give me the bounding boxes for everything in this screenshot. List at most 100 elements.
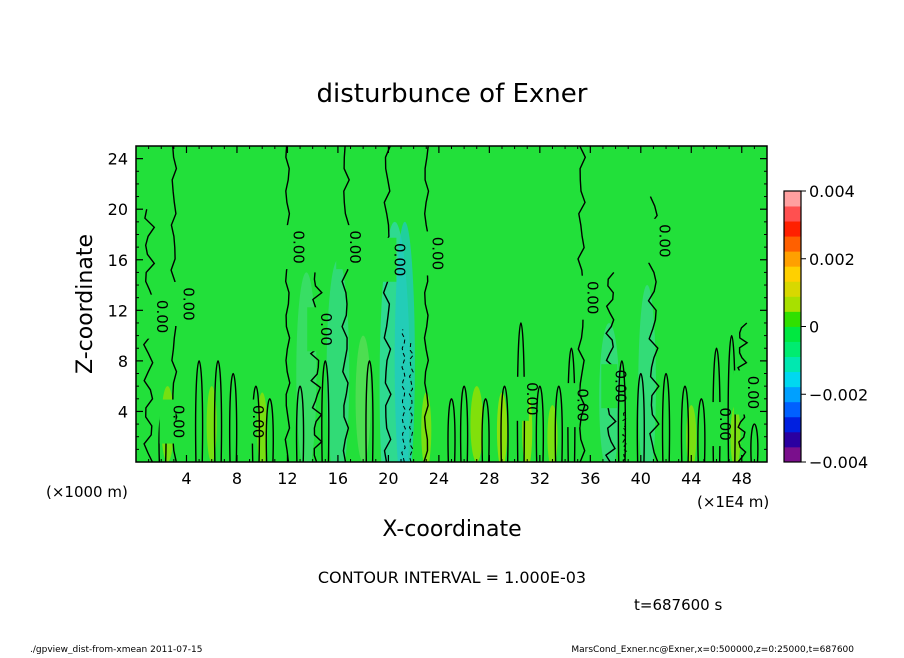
contour-loop bbox=[697, 398, 706, 462]
contour-label: 0.00 bbox=[744, 376, 762, 409]
negative-contour bbox=[408, 341, 415, 462]
contour-loop bbox=[228, 372, 238, 462]
contour-line bbox=[309, 272, 323, 462]
colorbar-swatch bbox=[784, 356, 801, 373]
contour-line bbox=[423, 146, 430, 462]
contour-loop bbox=[481, 398, 490, 462]
x-axis-ticks: 4 8 12 16 20 24 28 32 36 40 44 48 bbox=[148, 146, 755, 488]
contour-loop bbox=[500, 385, 509, 462]
colorbar-tick-label: −0.004 bbox=[809, 453, 868, 472]
contour-loop bbox=[213, 360, 223, 462]
contour-label: 0.00 bbox=[573, 388, 591, 421]
contour-line bbox=[382, 146, 392, 462]
colorbar-ticks: 0.004 0.002 0 −0.002 −0.004 bbox=[801, 182, 868, 472]
contour-label: 0.00 bbox=[249, 405, 267, 438]
contour-label: 0.00 bbox=[611, 369, 629, 402]
contour-line bbox=[284, 146, 291, 462]
colorbar-swatch bbox=[784, 206, 801, 222]
x-tick-label: 44 bbox=[681, 469, 701, 488]
contour-label-bg bbox=[380, 237, 397, 282]
contour-loop bbox=[321, 360, 330, 462]
contour-loop bbox=[265, 398, 274, 462]
negative-contour bbox=[621, 411, 628, 462]
x-tick-label: 36 bbox=[580, 469, 600, 488]
y-tick-label: 16 bbox=[108, 251, 128, 270]
contour-label-bg bbox=[239, 399, 256, 444]
x-tick-label: 16 bbox=[328, 469, 348, 488]
contour-loop bbox=[295, 385, 305, 462]
y-axis-ticks: 4 8 12 16 20 24 bbox=[108, 150, 767, 450]
contour-loop bbox=[447, 398, 456, 462]
contour-label: 0.00 bbox=[428, 237, 446, 270]
contour-loop bbox=[365, 360, 374, 462]
shading-blob bbox=[496, 392, 508, 462]
contour-loop bbox=[459, 385, 469, 462]
colorbar-swatch bbox=[784, 221, 801, 237]
colorbar-tick-label: 0.002 bbox=[809, 250, 855, 269]
contour-loop bbox=[554, 385, 563, 462]
contour-label: 0.00 bbox=[317, 313, 335, 346]
contour-label: 0.00 bbox=[346, 230, 364, 263]
time-label: t=687600 s bbox=[634, 596, 722, 614]
colorbar bbox=[783, 190, 802, 463]
contour-loop bbox=[194, 360, 204, 462]
y-axis-label: Z-coordinate bbox=[73, 234, 98, 374]
contour-loop bbox=[535, 385, 545, 462]
contour-label: 0.00 bbox=[390, 243, 408, 276]
y-tick-label: 24 bbox=[108, 150, 128, 169]
contour-label-bg bbox=[159, 399, 176, 444]
contour-label-bg bbox=[705, 402, 722, 447]
contour-label: 0.00 bbox=[583, 281, 601, 314]
contour-label: 0.00 bbox=[180, 287, 198, 320]
contour-loop bbox=[712, 347, 721, 462]
shading-blob bbox=[421, 392, 432, 462]
plot-area: 0.00 0.00 0.00 0.00 0.00 0.00 0.00 0.00 0.00 0.00… bbox=[136, 146, 767, 462]
contour-label-bg bbox=[601, 364, 618, 409]
chart-title: disturbunce of Exner bbox=[317, 79, 588, 109]
y-tick-label: 20 bbox=[108, 200, 128, 219]
contour-label-bg bbox=[418, 231, 435, 276]
footer-right: MarsCond_Exner.nc@Exner,x=0:500000,z=0:2… bbox=[571, 645, 854, 654]
y-tick-label: 12 bbox=[108, 301, 128, 320]
contour-label-bg bbox=[169, 282, 186, 326]
y-tick-label: 4 bbox=[118, 402, 128, 421]
x-tick-label: 8 bbox=[232, 469, 242, 488]
contour-label-bg bbox=[645, 218, 662, 263]
contour-label: 0.00 bbox=[153, 300, 171, 333]
shading-blob bbox=[470, 386, 484, 462]
colorbar-swatch bbox=[784, 251, 801, 267]
contour-label-bg bbox=[512, 376, 529, 421]
negative-contour bbox=[401, 329, 406, 462]
x-tick-label: 12 bbox=[277, 469, 297, 488]
shading-blob bbox=[355, 335, 371, 462]
contour-label-bg bbox=[143, 294, 160, 339]
contour-loop bbox=[636, 372, 645, 462]
contour-labels: 0.00 0.00 0.00 0.00 0.00 0.00 0.00 0.00 0.00 0.00… bbox=[143, 218, 762, 447]
contour-label: 0.00 bbox=[655, 224, 673, 257]
y-unit-label: (×1000 m) bbox=[46, 483, 128, 501]
contour-loop bbox=[617, 360, 627, 462]
contour-label-bg bbox=[733, 370, 750, 415]
colorbar-swatch bbox=[784, 401, 801, 418]
plot-background bbox=[136, 146, 767, 462]
colorbar-swatch bbox=[784, 236, 801, 252]
colorbar-swatch bbox=[784, 416, 801, 433]
contour-interval-text: CONTOUR INTERVAL = 1.000E-03 bbox=[318, 568, 586, 587]
colorbar-swatch bbox=[784, 386, 801, 403]
footer-left: ./gpview_dist-from-xmean 2011-07-15 bbox=[30, 645, 202, 654]
contour-label-bg bbox=[279, 225, 296, 270]
colorbar-swatch bbox=[784, 431, 801, 448]
colorbar-tick-label: 0.004 bbox=[809, 182, 855, 201]
contour-label-bg bbox=[307, 307, 324, 352]
colorbar-swatch bbox=[784, 281, 801, 297]
colorbar-swatch bbox=[784, 341, 801, 358]
colorbar-swatch bbox=[784, 446, 801, 463]
contour-label: 0.00 bbox=[523, 382, 541, 415]
colorbar-swatch bbox=[784, 371, 801, 388]
colorbar-swatch bbox=[784, 296, 801, 312]
colorbar-swatch bbox=[784, 311, 801, 327]
contour-line bbox=[341, 146, 350, 462]
contour-loop bbox=[750, 423, 759, 462]
y-tick-label: 8 bbox=[118, 352, 128, 371]
contour-loop bbox=[680, 385, 690, 462]
